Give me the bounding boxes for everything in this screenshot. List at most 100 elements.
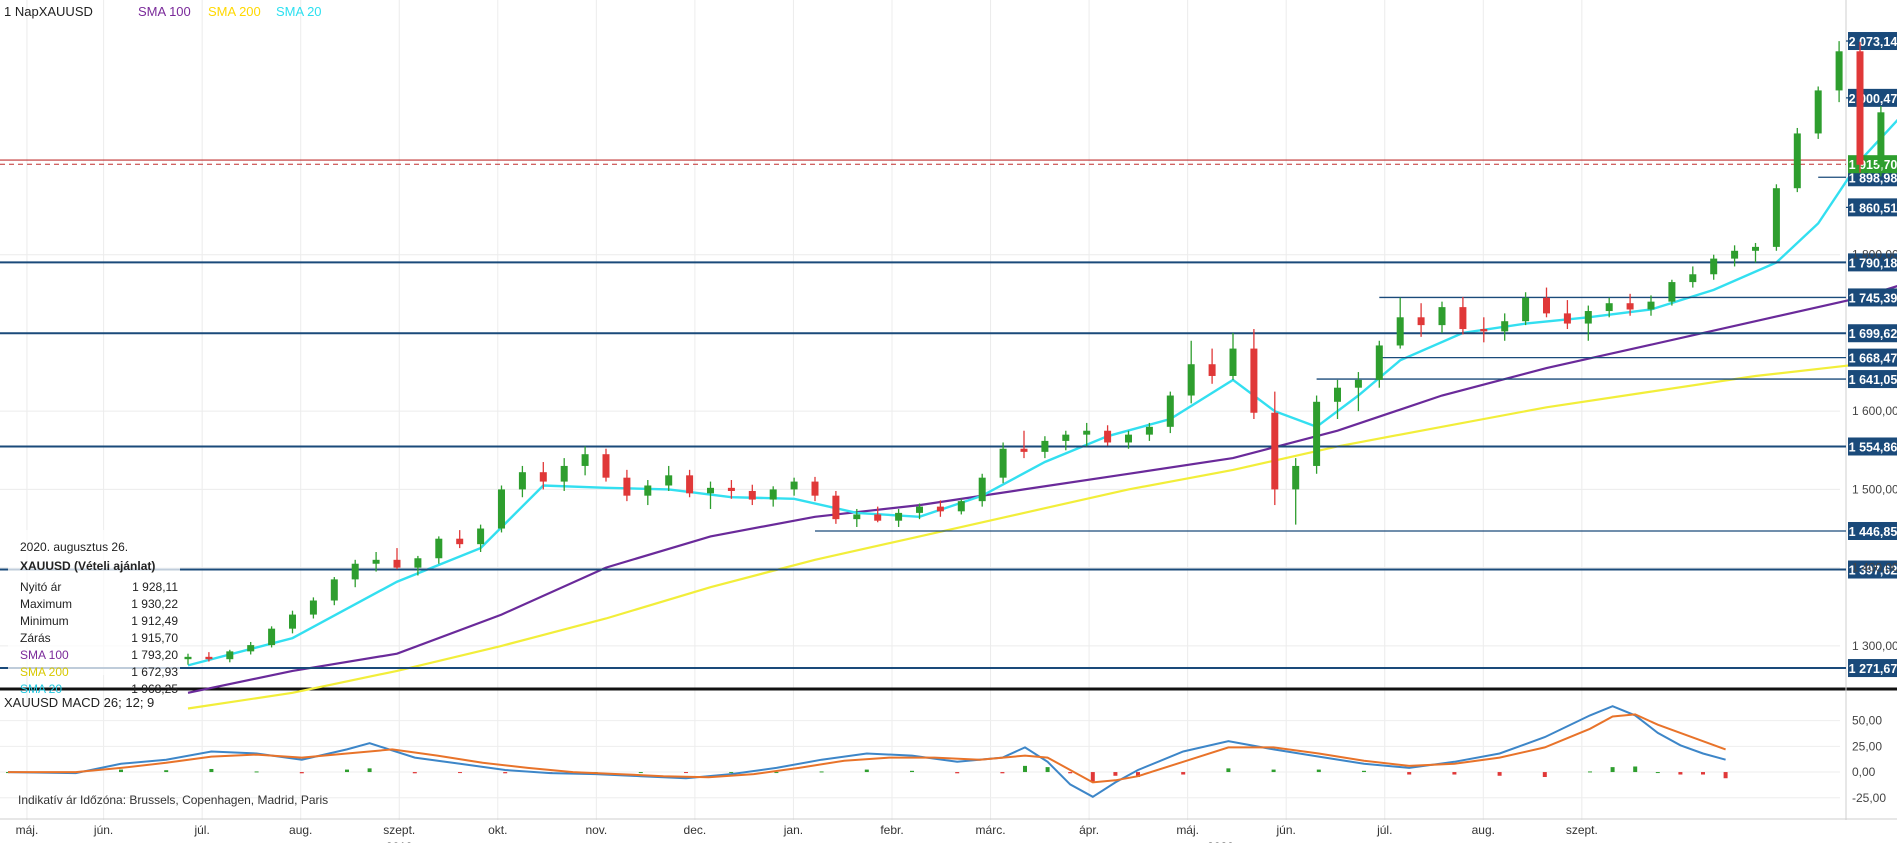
candle-up <box>1501 321 1509 332</box>
symbol-label[interactable]: XAUUSD <box>39 4 93 19</box>
axes: 1 300,00 1 400,00 1 500,00 1 600,00 1 800,00… <box>16 248 1897 843</box>
candle-up <box>1710 258 1718 275</box>
info-row-key: SMA 200 <box>20 665 69 679</box>
level-label: 1 745,39 <box>1849 291 1897 305</box>
macd-histogram-bar <box>1316 769 1321 773</box>
macd-histogram-bar <box>503 772 508 774</box>
candle-up <box>1584 311 1592 324</box>
indicator-sma200-label[interactable]: SMA 200 <box>208 4 261 19</box>
candle-up <box>1522 297 1530 322</box>
level-label: 1 271,67 <box>1849 662 1897 676</box>
candle-down <box>1417 317 1425 326</box>
price-tick-label: 1 800,00 <box>1852 248 1897 262</box>
candle-up <box>1062 434 1070 441</box>
candle-up <box>351 563 359 580</box>
macd-histogram-bar <box>729 772 734 774</box>
month-tick-label: máj. <box>1176 823 1199 837</box>
candle-up <box>1668 282 1676 302</box>
macd-histogram-bar <box>910 770 914 773</box>
candle-down <box>1459 307 1467 330</box>
info-row-key: Nyitó ár <box>20 580 62 594</box>
month-tick-label: jún. <box>1276 823 1296 837</box>
info-row-key: Zárás <box>20 631 51 645</box>
svg-text:1 NapXAUUSD: 1 NapXAUUSD <box>4 4 93 19</box>
candle-down <box>1104 430 1112 443</box>
candle-up <box>1125 434 1132 443</box>
candle-up <box>1083 430 1091 435</box>
candle-down <box>539 472 547 482</box>
candle-up <box>1354 379 1362 388</box>
candle-up <box>247 645 255 652</box>
macd-histogram-bar <box>1136 772 1140 777</box>
macd-histogram-bar <box>412 772 417 774</box>
info-date: 2020. augusztus 26. <box>20 540 129 554</box>
month-tick-label: ápr. <box>1079 823 1099 837</box>
indicator-sma20-label[interactable]: SMA 20 <box>276 4 322 19</box>
info-row-value: 1 793,20 <box>131 648 178 662</box>
info-row-value: 1 968,25 <box>131 682 178 696</box>
month-tick-label: jan. <box>783 823 803 837</box>
support-resistance-levels: 1 271,67 1 397,62 1 446,85 1 554,86 1 641,05… <box>0 32 1897 678</box>
candle-down <box>1856 51 1864 165</box>
candle-up <box>1041 440 1049 452</box>
level-label-box <box>1848 370 1897 389</box>
macd-histogram-bar <box>1271 769 1276 773</box>
indicator-sma100-label[interactable]: SMA 100 <box>138 4 191 19</box>
interval-label[interactable]: 1 Nap <box>4 4 39 19</box>
candle-up <box>372 559 380 564</box>
info-row: Minimum 1 912,49 <box>20 614 180 630</box>
candle-up <box>1396 317 1404 346</box>
level-label: 1 446,85 <box>1849 525 1897 539</box>
timezone-note: Indikatív ár Időzóna: Brussels, Copenhag… <box>18 793 329 807</box>
macd-histogram-bar <box>254 771 259 773</box>
macd-histogram-bar <box>1655 772 1660 774</box>
data-window: 2020. augusztus 26. XAUUSD (Vételi ajánl… <box>8 530 180 696</box>
macd-line <box>7 705 1726 798</box>
candle-up <box>1752 246 1759 251</box>
price-tick-label: 1 500,00 <box>1852 482 1897 496</box>
month-tick-label: szept. <box>1566 823 1598 837</box>
macd-histogram-bar <box>367 768 372 773</box>
sma200-line <box>187 359 1897 710</box>
info-row: Zárás 1 915,70 <box>20 631 180 647</box>
candle-up <box>1375 345 1383 380</box>
info-row-value: 1 930,22 <box>131 597 178 611</box>
month-tick-label: aug. <box>1472 823 1495 837</box>
candle-down <box>811 481 819 496</box>
macd-histogram-bar <box>1000 772 1005 774</box>
candle-up <box>477 528 485 545</box>
candle-up <box>1605 303 1613 312</box>
month-tick-label: júl. <box>193 823 209 837</box>
macd-histogram-bar <box>209 768 214 773</box>
macd-histogram-bar <box>1633 766 1638 773</box>
candle-up <box>1647 301 1655 310</box>
level-label: 1 699,62 <box>1849 327 1897 341</box>
candle-down <box>205 656 213 660</box>
candle-down <box>1208 364 1216 376</box>
macd-histogram-bar <box>955 772 960 774</box>
candle-down <box>748 490 756 500</box>
month-tick-label: márc. <box>976 823 1006 837</box>
macd-histogram-bar <box>864 769 869 773</box>
level-label-box <box>1848 253 1897 272</box>
current-price-label: 1 915,70 <box>1849 158 1897 172</box>
candle-up <box>1731 250 1739 259</box>
info-row-value: 1 915,70 <box>131 631 178 645</box>
macd-panel <box>6 705 1728 798</box>
level-label: 1 790,18 <box>1849 256 1897 270</box>
candle-down <box>1250 348 1258 413</box>
candle-up <box>769 489 777 500</box>
level-label: 1 668,47 <box>1849 352 1897 366</box>
macd-histogram-bar <box>638 772 643 774</box>
macd-histogram-bar <box>1407 772 1412 775</box>
candle-up <box>895 512 903 521</box>
level-label: 2 000,47 <box>1849 92 1897 106</box>
month-tick-label: jún. <box>93 823 113 837</box>
year-tick-label: 2020 <box>1207 840 1234 843</box>
macd-histogram-bar <box>1452 772 1457 775</box>
macd-histogram-bar <box>1542 772 1547 777</box>
month-tick-label: okt. <box>488 823 507 837</box>
macd-histogram-bar <box>1701 772 1705 775</box>
